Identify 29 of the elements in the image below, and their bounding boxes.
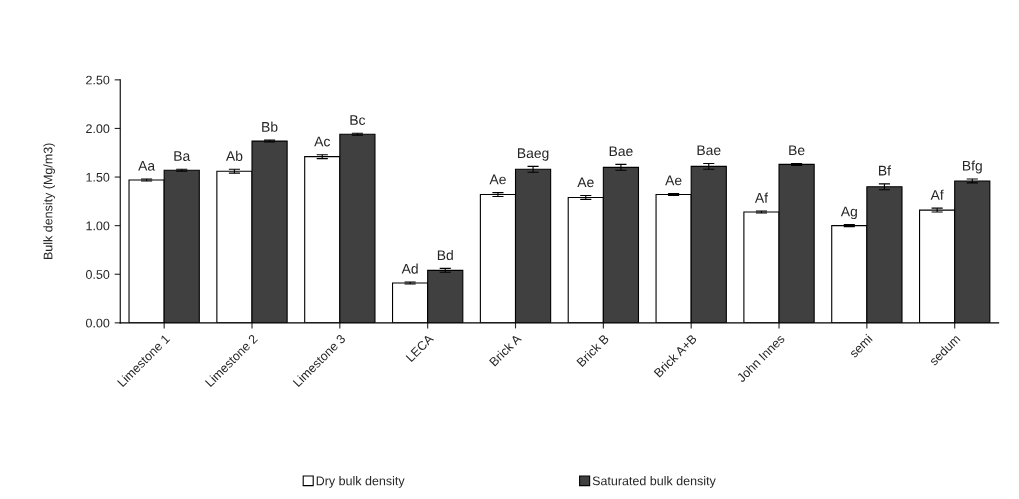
- data-label: Ae: [665, 175, 682, 186]
- y-axis-title: Bulk density (Mg/m3): [43, 143, 55, 260]
- data-label: Ae: [489, 174, 506, 185]
- data-label: Ag: [840, 206, 857, 220]
- data-label: Bae: [609, 146, 633, 157]
- legend-label: Dry bulk density: [316, 476, 405, 488]
- legend-label: Saturated bulk density: [592, 476, 716, 488]
- data-label: Bb: [262, 121, 278, 132]
- data-label: Af: [930, 189, 944, 200]
- data-label: Af: [754, 192, 769, 203]
- data-label: Ad: [401, 263, 418, 274]
- data-label: Ab: [225, 150, 243, 161]
- y-tick-label: 1.00: [86, 221, 110, 231]
- y-tick-label: 0.00: [85, 318, 110, 328]
- data-label: Aa: [138, 161, 156, 171]
- data-label: Bd: [437, 249, 453, 261]
- data-label: Baeg: [518, 148, 549, 161]
- data-label: Ae: [577, 177, 594, 188]
- data-label: Bc: [350, 115, 366, 125]
- y-tick-label: 2.50: [86, 75, 110, 85]
- y-tick-label: 2.00: [86, 124, 110, 134]
- data-label: Ac: [314, 136, 331, 147]
- data-label: Bae: [697, 145, 721, 156]
- y-tick-label: 1.50: [86, 172, 110, 182]
- data-label: Bf: [879, 165, 892, 176]
- data-label: Bfg: [962, 160, 982, 174]
- data-label: Ba: [174, 151, 191, 161]
- data-label: Be: [789, 145, 805, 156]
- y-tick-label: 0.50: [85, 270, 110, 279]
